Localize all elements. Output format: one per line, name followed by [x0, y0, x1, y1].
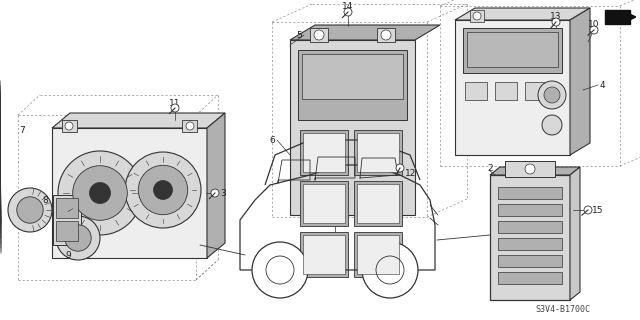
Circle shape — [56, 216, 100, 260]
Bar — [505, 161, 555, 177]
Bar — [467, 32, 558, 67]
Bar — [298, 50, 407, 120]
Circle shape — [65, 122, 73, 130]
Circle shape — [381, 30, 391, 40]
Bar — [498, 204, 562, 216]
Bar — [357, 184, 399, 223]
Circle shape — [90, 182, 111, 204]
Text: 2: 2 — [487, 164, 493, 172]
Bar — [310, 28, 328, 42]
Polygon shape — [455, 8, 590, 20]
Circle shape — [171, 104, 179, 112]
Bar — [303, 184, 345, 223]
Circle shape — [525, 164, 535, 174]
Bar — [377, 28, 395, 42]
Polygon shape — [455, 20, 570, 155]
Circle shape — [154, 180, 173, 199]
Text: 11: 11 — [169, 99, 180, 108]
Bar — [300, 130, 348, 175]
Polygon shape — [490, 175, 570, 300]
Circle shape — [211, 189, 219, 197]
Circle shape — [538, 81, 566, 109]
Polygon shape — [52, 113, 225, 128]
Text: 3: 3 — [220, 188, 226, 197]
Bar — [357, 133, 399, 172]
Circle shape — [8, 188, 52, 232]
Text: 14: 14 — [342, 2, 354, 11]
Bar — [354, 130, 402, 175]
Circle shape — [544, 87, 560, 103]
Circle shape — [473, 12, 481, 20]
Polygon shape — [290, 40, 415, 215]
Text: 10: 10 — [588, 20, 600, 28]
Circle shape — [584, 206, 592, 214]
Text: 6: 6 — [269, 135, 275, 145]
Bar — [53, 195, 81, 245]
Bar — [182, 120, 197, 132]
Bar — [495, 82, 517, 100]
Polygon shape — [605, 10, 630, 24]
Circle shape — [396, 164, 404, 172]
Bar — [357, 235, 399, 274]
Circle shape — [58, 151, 142, 235]
Circle shape — [590, 26, 598, 34]
Circle shape — [314, 30, 324, 40]
Bar — [525, 82, 547, 100]
Polygon shape — [207, 113, 225, 258]
Text: 1: 1 — [17, 205, 23, 214]
Bar — [498, 272, 562, 284]
Polygon shape — [52, 128, 207, 258]
Text: 8: 8 — [42, 196, 48, 204]
Bar — [303, 133, 345, 172]
Circle shape — [138, 165, 188, 215]
Text: 13: 13 — [550, 12, 562, 20]
Bar — [300, 181, 348, 226]
Circle shape — [73, 166, 127, 220]
Bar — [300, 232, 348, 277]
Text: 5: 5 — [296, 30, 302, 39]
Text: 15: 15 — [592, 205, 604, 214]
Text: 7: 7 — [19, 125, 25, 134]
Circle shape — [125, 152, 201, 228]
Text: 12: 12 — [405, 169, 417, 178]
Polygon shape — [570, 167, 580, 300]
Bar — [354, 181, 402, 226]
Text: S3V4-B1700C: S3V4-B1700C — [535, 305, 590, 314]
Circle shape — [252, 242, 308, 298]
Text: 4: 4 — [600, 81, 605, 90]
Bar — [470, 10, 484, 22]
Circle shape — [186, 122, 194, 130]
Bar — [62, 120, 77, 132]
Circle shape — [362, 242, 418, 298]
Bar — [498, 221, 562, 233]
Polygon shape — [490, 167, 580, 175]
Circle shape — [65, 225, 92, 251]
Bar — [498, 238, 562, 250]
Circle shape — [542, 115, 562, 135]
Bar — [56, 221, 78, 241]
Text: 9: 9 — [65, 251, 71, 260]
Bar — [302, 54, 403, 99]
Circle shape — [344, 8, 352, 16]
Bar — [465, 82, 487, 100]
Polygon shape — [570, 8, 590, 155]
Bar — [354, 232, 402, 277]
Bar — [498, 187, 562, 199]
Text: FR.: FR. — [610, 12, 632, 25]
Bar — [56, 198, 78, 218]
Bar — [498, 255, 562, 267]
Bar — [463, 28, 562, 73]
Polygon shape — [290, 25, 440, 40]
Bar — [303, 235, 345, 274]
Circle shape — [17, 197, 44, 223]
Circle shape — [552, 18, 560, 26]
